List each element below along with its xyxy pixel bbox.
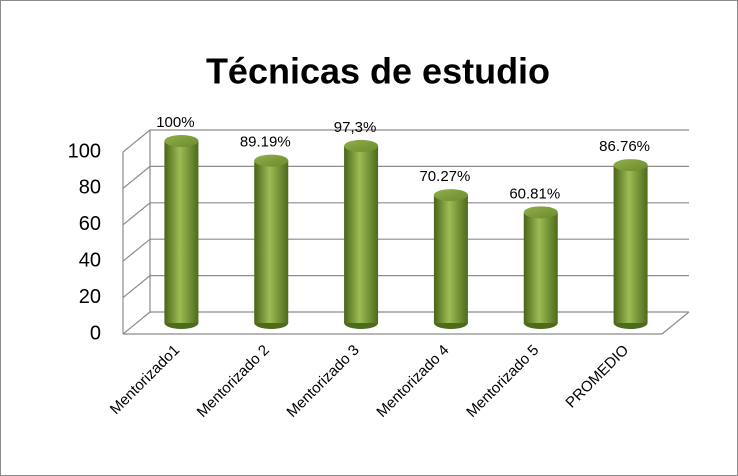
grid-line [122, 238, 151, 262]
bar-cap [344, 139, 379, 152]
bar-cap [613, 159, 648, 172]
grid-line [122, 275, 151, 299]
y-tick-label: 60 [79, 213, 101, 235]
bar [164, 141, 199, 323]
y-tick-label: 80 [79, 177, 101, 199]
bar-cap [254, 154, 289, 167]
bar [523, 212, 558, 323]
value-label: 100% [156, 114, 194, 131]
bar-cap [164, 135, 199, 147]
chart-title: Técnicas de estudio [206, 51, 550, 92]
bar-cap [433, 189, 468, 202]
value-label: 86.76% [599, 138, 650, 155]
y-tick-label: 0 [90, 322, 101, 344]
value-label: 89.19% [240, 134, 291, 151]
bar-cap [523, 206, 558, 219]
y-tick-label: 40 [79, 249, 101, 271]
bar [433, 195, 468, 323]
value-label: 60.81% [509, 185, 560, 202]
grid-line [122, 202, 151, 226]
value-label: 70.27% [419, 168, 470, 185]
floor-edge [661, 311, 690, 335]
value-label: 97,3% [334, 119, 377, 136]
grid-line [122, 165, 151, 189]
bar [254, 160, 289, 323]
y-tick-label: 20 [79, 286, 101, 308]
y-tick-label: 100 [68, 140, 101, 162]
bar [613, 165, 648, 323]
grid-line [122, 129, 151, 153]
bar [344, 145, 379, 323]
grid-line [122, 311, 151, 335]
